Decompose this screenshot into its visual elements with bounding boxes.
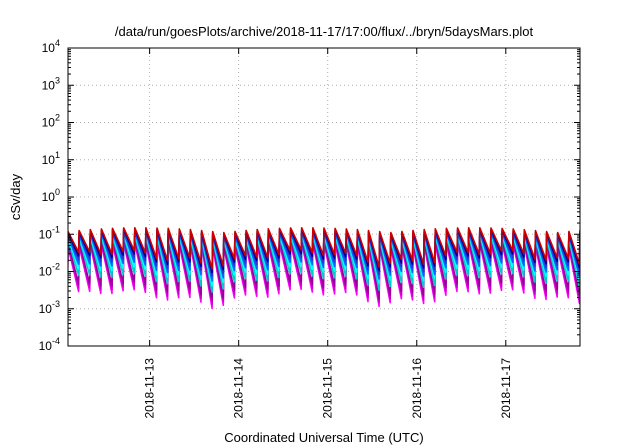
grid [68, 48, 580, 346]
y-tick-label: 103 [42, 75, 60, 92]
y-tick-label: 10-4 [39, 336, 60, 353]
x-axis-label: Coordinated Universal Time (UTC) [224, 430, 423, 445]
y-tick-label: 10-2 [39, 262, 60, 279]
y-tick-label: 101 [42, 150, 60, 167]
x-tick-label: 2018-11-17 [499, 358, 513, 419]
y-tick-label: 10-1 [39, 224, 60, 241]
x-tick-label: 2018-11-14 [232, 358, 246, 419]
series-line [68, 227, 580, 270]
y-axis-label: cSv/day [8, 173, 23, 220]
series-line [68, 238, 580, 302]
x-tick-label: 2018-11-15 [321, 358, 335, 419]
series-group [68, 227, 580, 310]
y-tick-label: 10-3 [39, 299, 60, 316]
y-tick-label: 100 [42, 187, 60, 204]
x-tick-label: 2018-11-13 [143, 358, 157, 419]
chart-title: /data/run/goesPlots/archive/2018-11-17/1… [115, 24, 534, 39]
plot-area [68, 227, 580, 310]
x-axis: 2018-11-13 2018-11-14 2018-11-15 2018-11-16… [143, 48, 513, 419]
x-tick-label: 2018-11-16 [410, 358, 424, 419]
y-axis: 10-4 10-3 10-2 10-1 100 101 102 103 104 [39, 38, 580, 353]
y-tick-label: 104 [42, 38, 60, 55]
y-tick-label: 102 [42, 113, 60, 130]
